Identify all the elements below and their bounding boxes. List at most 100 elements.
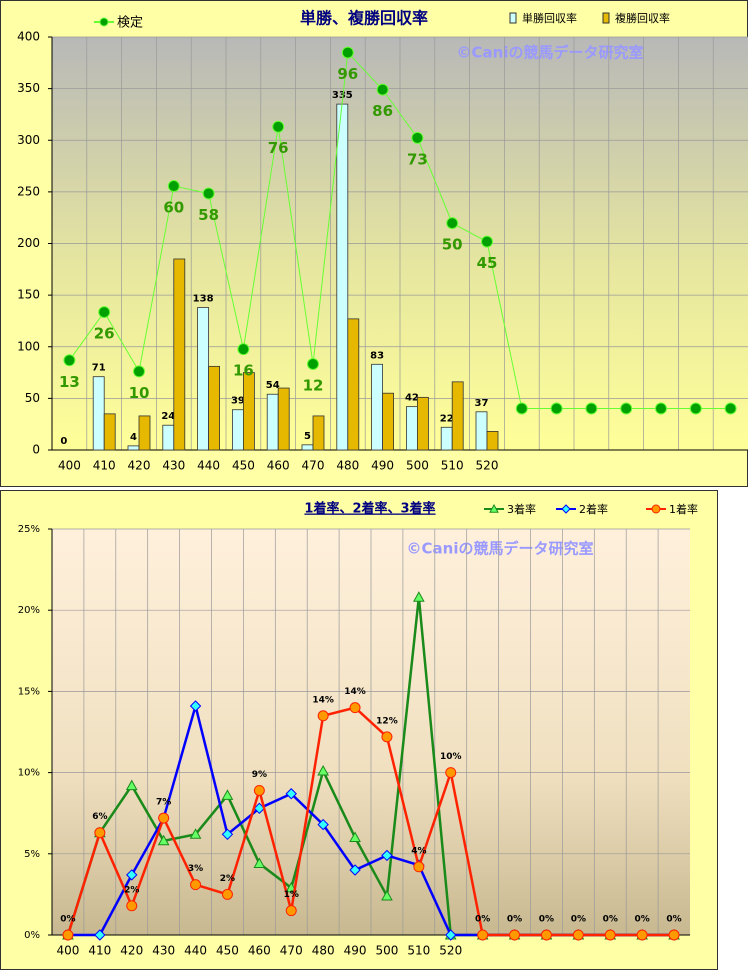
legend-marker (561, 504, 571, 514)
data-label: 37 (475, 398, 489, 409)
bar (138, 415, 151, 451)
legend-label: 複勝回収率 (615, 11, 670, 25)
marker (381, 849, 393, 862)
data-label: 0% (666, 915, 681, 925)
x-tick-label: 490 (344, 944, 367, 958)
data-label: 138 (193, 294, 214, 305)
marker (689, 402, 702, 415)
x-tick-label: 420 (120, 944, 143, 958)
x-tick-label: 520 (439, 944, 462, 958)
data-label: 71 (92, 363, 106, 374)
y-tick-label: 100 (17, 339, 40, 353)
legend-marker (651, 504, 661, 514)
data-label: 0% (635, 915, 650, 925)
chart-title: 単勝、複勝回収率 (300, 9, 428, 28)
y-tick-label: 10% (18, 768, 40, 779)
data-label: 0% (571, 915, 586, 925)
marker (317, 710, 329, 722)
y-tick-label: 250 (17, 184, 40, 198)
data-label: 335 (332, 90, 353, 101)
x-tick-label: 440 (184, 944, 207, 958)
x-tick-label: 400 (56, 944, 79, 958)
marker (126, 900, 138, 912)
x-tick-label: 500 (406, 459, 429, 473)
marker (620, 402, 633, 415)
bar (301, 444, 314, 451)
bar (277, 387, 290, 451)
marker (62, 929, 74, 941)
data-label: 2% (220, 874, 235, 884)
data-label: 86 (372, 102, 393, 120)
marker (381, 889, 393, 901)
marker (189, 828, 202, 839)
x-tick-label: 460 (267, 459, 290, 473)
marker (341, 46, 354, 59)
bar (92, 376, 105, 451)
bar (451, 381, 464, 451)
marker (413, 861, 425, 873)
marker (253, 784, 265, 796)
y-tick-label: 350 (17, 81, 40, 95)
data-label: 26 (94, 325, 115, 343)
x-tick-label: 440 (197, 459, 220, 473)
bar (312, 415, 325, 451)
y-tick-label: 5% (24, 849, 40, 860)
data-label: 9% (252, 770, 267, 780)
data-label: 10 (129, 384, 150, 402)
marker (413, 591, 425, 602)
data-label: 10% (440, 752, 462, 762)
x-tick-label: 450 (232, 459, 255, 473)
bar (347, 318, 360, 451)
x-tick-label: 400 (58, 459, 81, 473)
data-label: 76 (268, 139, 289, 157)
marker (285, 788, 297, 800)
data-label: 1% (284, 890, 299, 900)
y-tick-label: 400 (17, 30, 40, 44)
marker (724, 402, 737, 415)
bar (382, 392, 395, 451)
marker (253, 857, 266, 869)
data-label: 45 (477, 254, 498, 272)
marker (540, 929, 552, 941)
legend-label: 検定 (117, 16, 143, 31)
legend-marker (99, 17, 109, 27)
bar (162, 424, 175, 451)
marker (167, 180, 180, 193)
x-tick-label: 520 (476, 459, 499, 473)
data-label: 24 (161, 411, 175, 422)
x-tick-label: 420 (128, 459, 151, 473)
legend-swatch (509, 12, 517, 24)
marker (307, 357, 319, 370)
y-tick-label: 0% (24, 930, 40, 941)
marker (509, 929, 521, 941)
y-tick-label: 300 (17, 133, 40, 147)
x-tick-label: 450 (216, 944, 239, 958)
data-label: 13 (59, 373, 80, 391)
y-tick-label: 200 (17, 236, 40, 250)
data-label: 96 (337, 65, 358, 83)
marker (94, 827, 106, 839)
data-label: 58 (198, 206, 219, 224)
marker (550, 402, 563, 415)
x-tick-label: 510 (407, 944, 430, 958)
data-label: 16 (233, 362, 254, 380)
bar (103, 413, 116, 451)
marker (221, 828, 234, 841)
data-label: 12 (303, 376, 324, 394)
marker (411, 131, 424, 144)
marker (349, 831, 361, 843)
bar (197, 307, 210, 451)
marker (572, 929, 584, 941)
marker (133, 365, 145, 378)
x-tick-label: 490 (371, 459, 394, 473)
y-tick-label: 25% (18, 524, 40, 535)
marker (481, 235, 493, 248)
bar (486, 431, 499, 451)
data-label: 2% (124, 885, 139, 895)
data-label: 50 (442, 236, 463, 254)
marker (668, 929, 680, 941)
marker (221, 789, 234, 800)
marker (349, 864, 361, 876)
marker (237, 343, 250, 356)
